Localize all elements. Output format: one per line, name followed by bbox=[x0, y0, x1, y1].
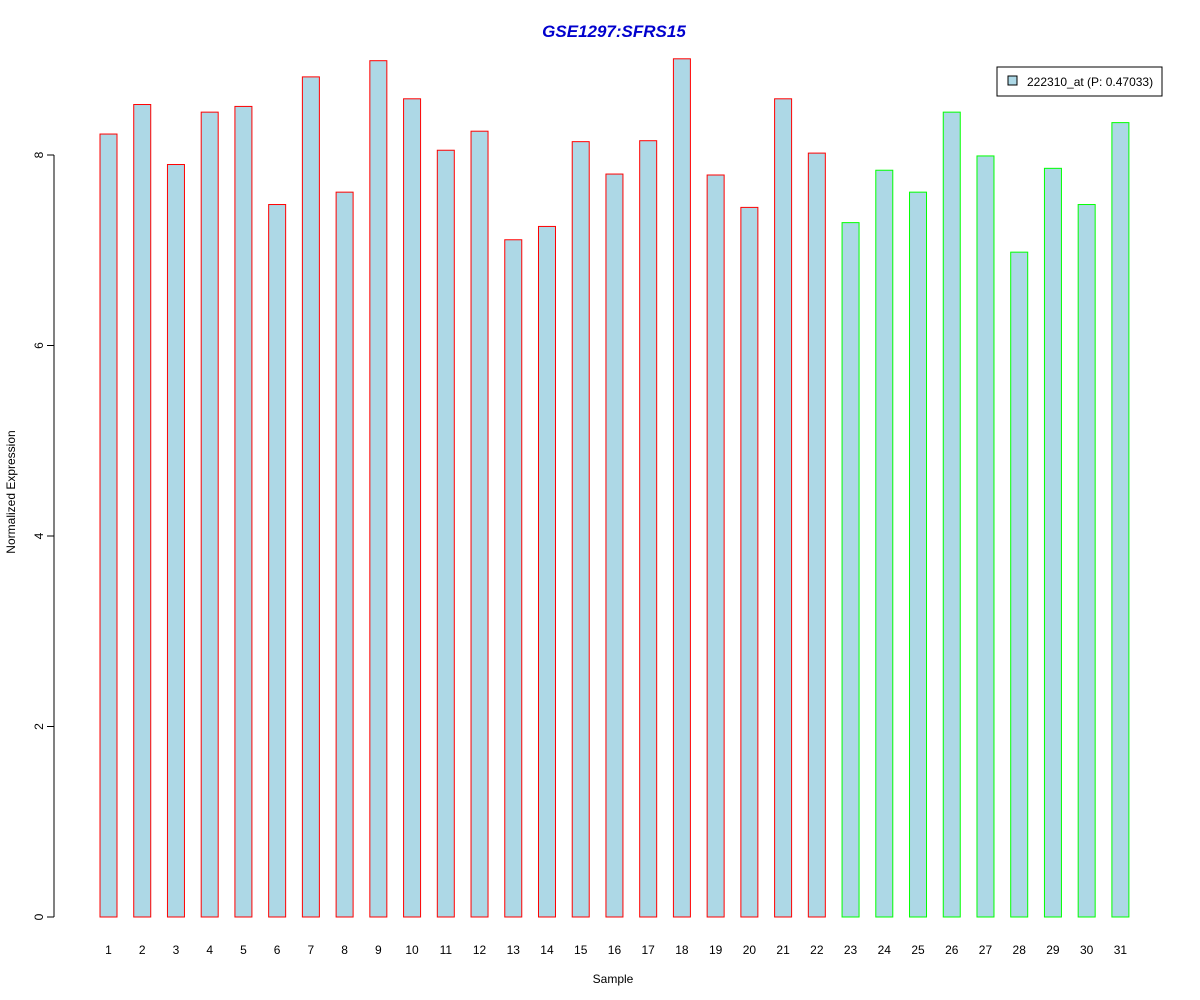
bar-sample-17 bbox=[639, 140, 658, 918]
bar-sample-5 bbox=[234, 105, 253, 918]
y-tick-label: 0 bbox=[32, 913, 46, 920]
bar-sample-31 bbox=[1111, 122, 1130, 918]
bar-sample-4 bbox=[200, 111, 219, 918]
y-tick-label: 6 bbox=[32, 342, 46, 349]
legend-box bbox=[996, 66, 1163, 97]
bar-sample-27 bbox=[976, 155, 995, 918]
legend-label: 222310_at (P: 0.47033) bbox=[1027, 75, 1153, 89]
bar-sample-8 bbox=[335, 191, 354, 918]
x-tick-label: 16 bbox=[608, 943, 622, 957]
bar-sample-2 bbox=[133, 104, 152, 918]
bar-sample-16 bbox=[605, 173, 624, 918]
x-tick-label: 20 bbox=[743, 943, 757, 957]
x-tick-label: 12 bbox=[473, 943, 487, 957]
x-tick-label: 10 bbox=[405, 943, 419, 957]
x-tick-label: 19 bbox=[709, 943, 723, 957]
bar-sample-28 bbox=[1010, 251, 1029, 918]
x-tick-label: 31 bbox=[1114, 943, 1128, 957]
bar-sample-23 bbox=[841, 222, 860, 918]
y-axis-label: Normalized Expression bbox=[4, 430, 18, 553]
x-tick-label: 6 bbox=[274, 943, 281, 957]
chart-title: GSE1297:SFRS15 bbox=[542, 22, 686, 41]
bar-sample-1 bbox=[99, 133, 118, 918]
x-tick-label: 26 bbox=[945, 943, 959, 957]
x-tick-label: 29 bbox=[1046, 943, 1060, 957]
x-tick-label: 2 bbox=[139, 943, 146, 957]
bar-sample-20 bbox=[740, 206, 759, 918]
bars bbox=[99, 58, 1130, 918]
x-tick-label: 15 bbox=[574, 943, 588, 957]
bar-sample-7 bbox=[301, 76, 320, 918]
legend: 222310_at (P: 0.47033) bbox=[996, 66, 1163, 97]
bar-sample-29 bbox=[1043, 167, 1062, 918]
x-tick-label: 13 bbox=[507, 943, 521, 957]
x-tick-label: 22 bbox=[810, 943, 824, 957]
bar-sample-22 bbox=[807, 152, 826, 918]
x-tick-label: 30 bbox=[1080, 943, 1094, 957]
bar-sample-15 bbox=[571, 141, 590, 918]
x-tick-labels: 1 2 3 4 5 6 7 8 9 10 11 12 13 14 15 16 17 18 19 20 21 22 23 24 2… bbox=[105, 943, 1127, 957]
x-tick-label: 11 bbox=[440, 943, 453, 957]
bar-sample-6 bbox=[268, 204, 287, 918]
bar-sample-30 bbox=[1077, 204, 1096, 918]
bar-sample-19 bbox=[706, 174, 725, 918]
x-tick-label: 7 bbox=[308, 943, 315, 957]
bar-sample-13 bbox=[504, 239, 523, 918]
x-tick-label: 25 bbox=[911, 943, 925, 957]
x-tick-label: 8 bbox=[341, 943, 348, 957]
y-axis: 0 2 4 6 8 bbox=[32, 151, 55, 920]
x-tick-label: 23 bbox=[844, 943, 858, 957]
bar-sample-25 bbox=[909, 191, 928, 918]
x-axis-label: Sample bbox=[593, 972, 634, 986]
bar-sample-11 bbox=[436, 149, 455, 918]
y-tick-label: 4 bbox=[32, 532, 46, 539]
x-tick-label: 28 bbox=[1013, 943, 1027, 957]
bar-sample-9 bbox=[369, 60, 388, 918]
y-tick-label: 2 bbox=[32, 723, 46, 730]
x-tick-label: 3 bbox=[173, 943, 180, 957]
bar-sample-10 bbox=[403, 98, 422, 918]
legend-swatch bbox=[1007, 75, 1018, 86]
x-tick-label: 27 bbox=[979, 943, 993, 957]
x-tick-label: 21 bbox=[776, 943, 790, 957]
bar-sample-14 bbox=[537, 225, 556, 918]
y-tick-label: 8 bbox=[32, 151, 46, 158]
bar-sample-12 bbox=[470, 130, 489, 918]
x-tick-label: 24 bbox=[878, 943, 892, 957]
x-tick-label: 9 bbox=[375, 943, 382, 957]
bar-sample-21 bbox=[774, 98, 793, 918]
x-tick-label: 18 bbox=[675, 943, 689, 957]
x-tick-label: 5 bbox=[240, 943, 247, 957]
bar-sample-26 bbox=[942, 111, 961, 918]
bar-sample-18 bbox=[672, 58, 691, 918]
x-tick-label: 1 bbox=[105, 943, 112, 957]
bar-sample-24 bbox=[875, 169, 894, 918]
bar-sample-3 bbox=[166, 164, 185, 918]
x-tick-label: 14 bbox=[540, 943, 554, 957]
x-tick-label: 4 bbox=[206, 943, 213, 957]
x-tick-label: 17 bbox=[642, 943, 656, 957]
